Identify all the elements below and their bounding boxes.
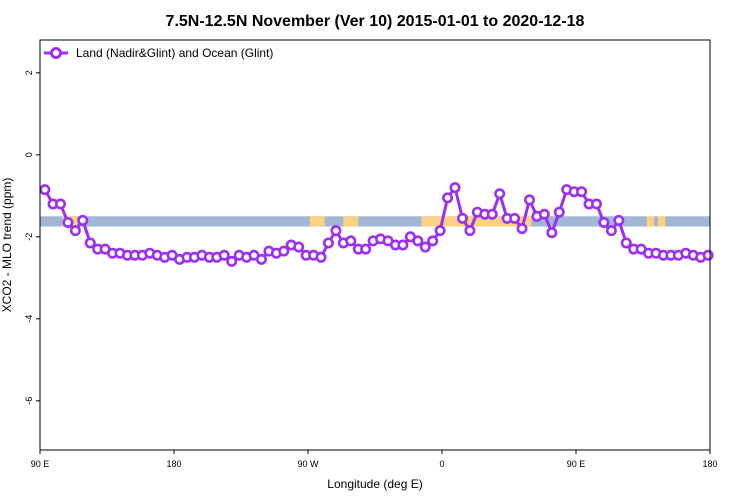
chart-title: 7.5N-12.5N November (Ver 10) 2015-01-01 … (166, 13, 585, 30)
data-point (84, 237, 96, 249)
data-point (442, 192, 454, 204)
x-tick-label: 90 E (31, 459, 50, 469)
data-point (412, 235, 424, 247)
land-band-segment (421, 216, 532, 227)
land-ocean-band (40, 216, 710, 227)
x-tick-label: 180 (702, 459, 717, 469)
y-tick-label: 0 (24, 152, 34, 157)
data-point (553, 206, 565, 218)
data-point (702, 249, 714, 261)
data-point (226, 255, 238, 267)
data-point (218, 249, 230, 261)
data-point (605, 225, 617, 237)
land-band-segment (657, 216, 666, 227)
legend-marker (50, 47, 62, 59)
y-axis-label: XCO2 - MLO trend (ppm) (0, 178, 14, 313)
data-point (69, 225, 81, 237)
data-point (330, 225, 342, 237)
data-point (397, 239, 409, 251)
x-tick-label: 0 (439, 459, 444, 469)
data-point (598, 216, 610, 228)
x-axis: 90 E 180 90 W 0 90 E 180 (31, 450, 718, 469)
data-point (315, 251, 327, 263)
data-point (509, 212, 521, 224)
data-point (449, 182, 461, 194)
data-point (419, 241, 431, 253)
data-point (255, 253, 267, 265)
ocean-band (40, 216, 710, 227)
y-tick-label: -2 (24, 233, 34, 241)
y-axis: 2 0 -2 -4 -6 (24, 70, 40, 405)
data-point (278, 245, 290, 257)
land-band-segment (343, 216, 359, 227)
data-point (523, 194, 535, 206)
data-point (546, 227, 558, 239)
data-point (486, 208, 498, 220)
data-point (62, 216, 74, 228)
land-band-segment (309, 216, 325, 227)
x-tick-label: 90 W (297, 459, 319, 469)
data-point (538, 208, 550, 220)
data-point (39, 184, 51, 196)
data-point (434, 225, 446, 237)
data-point (576, 186, 588, 198)
plot-frame (39, 39, 711, 451)
y-tick-label: -6 (24, 397, 34, 405)
y-tick-label: -4 (24, 315, 34, 323)
data-point (77, 214, 89, 226)
data-point (293, 241, 305, 253)
land-band-segment (646, 216, 655, 227)
data-point (464, 225, 476, 237)
x-tick-label: 90 E (567, 459, 586, 469)
legend: Land (Nadir&Glint) and Ocean (Glint) (44, 46, 273, 60)
data-point (54, 198, 66, 210)
data-point (427, 235, 439, 247)
data-point (494, 188, 506, 200)
x-tick-label: 180 (166, 459, 181, 469)
legend-label: Land (Nadir&Glint) and Ocean (Glint) (76, 46, 273, 60)
data-point (322, 237, 334, 249)
data-point (345, 235, 357, 247)
data-point (620, 237, 632, 249)
x-axis-label: Longitude (deg E) (327, 477, 422, 491)
series-layer (39, 182, 714, 267)
data-point (516, 223, 528, 235)
data-point (613, 214, 625, 226)
data-point (590, 198, 602, 210)
y-tick-label: 2 (24, 70, 34, 75)
data-point (360, 243, 372, 255)
data-point (456, 212, 468, 224)
